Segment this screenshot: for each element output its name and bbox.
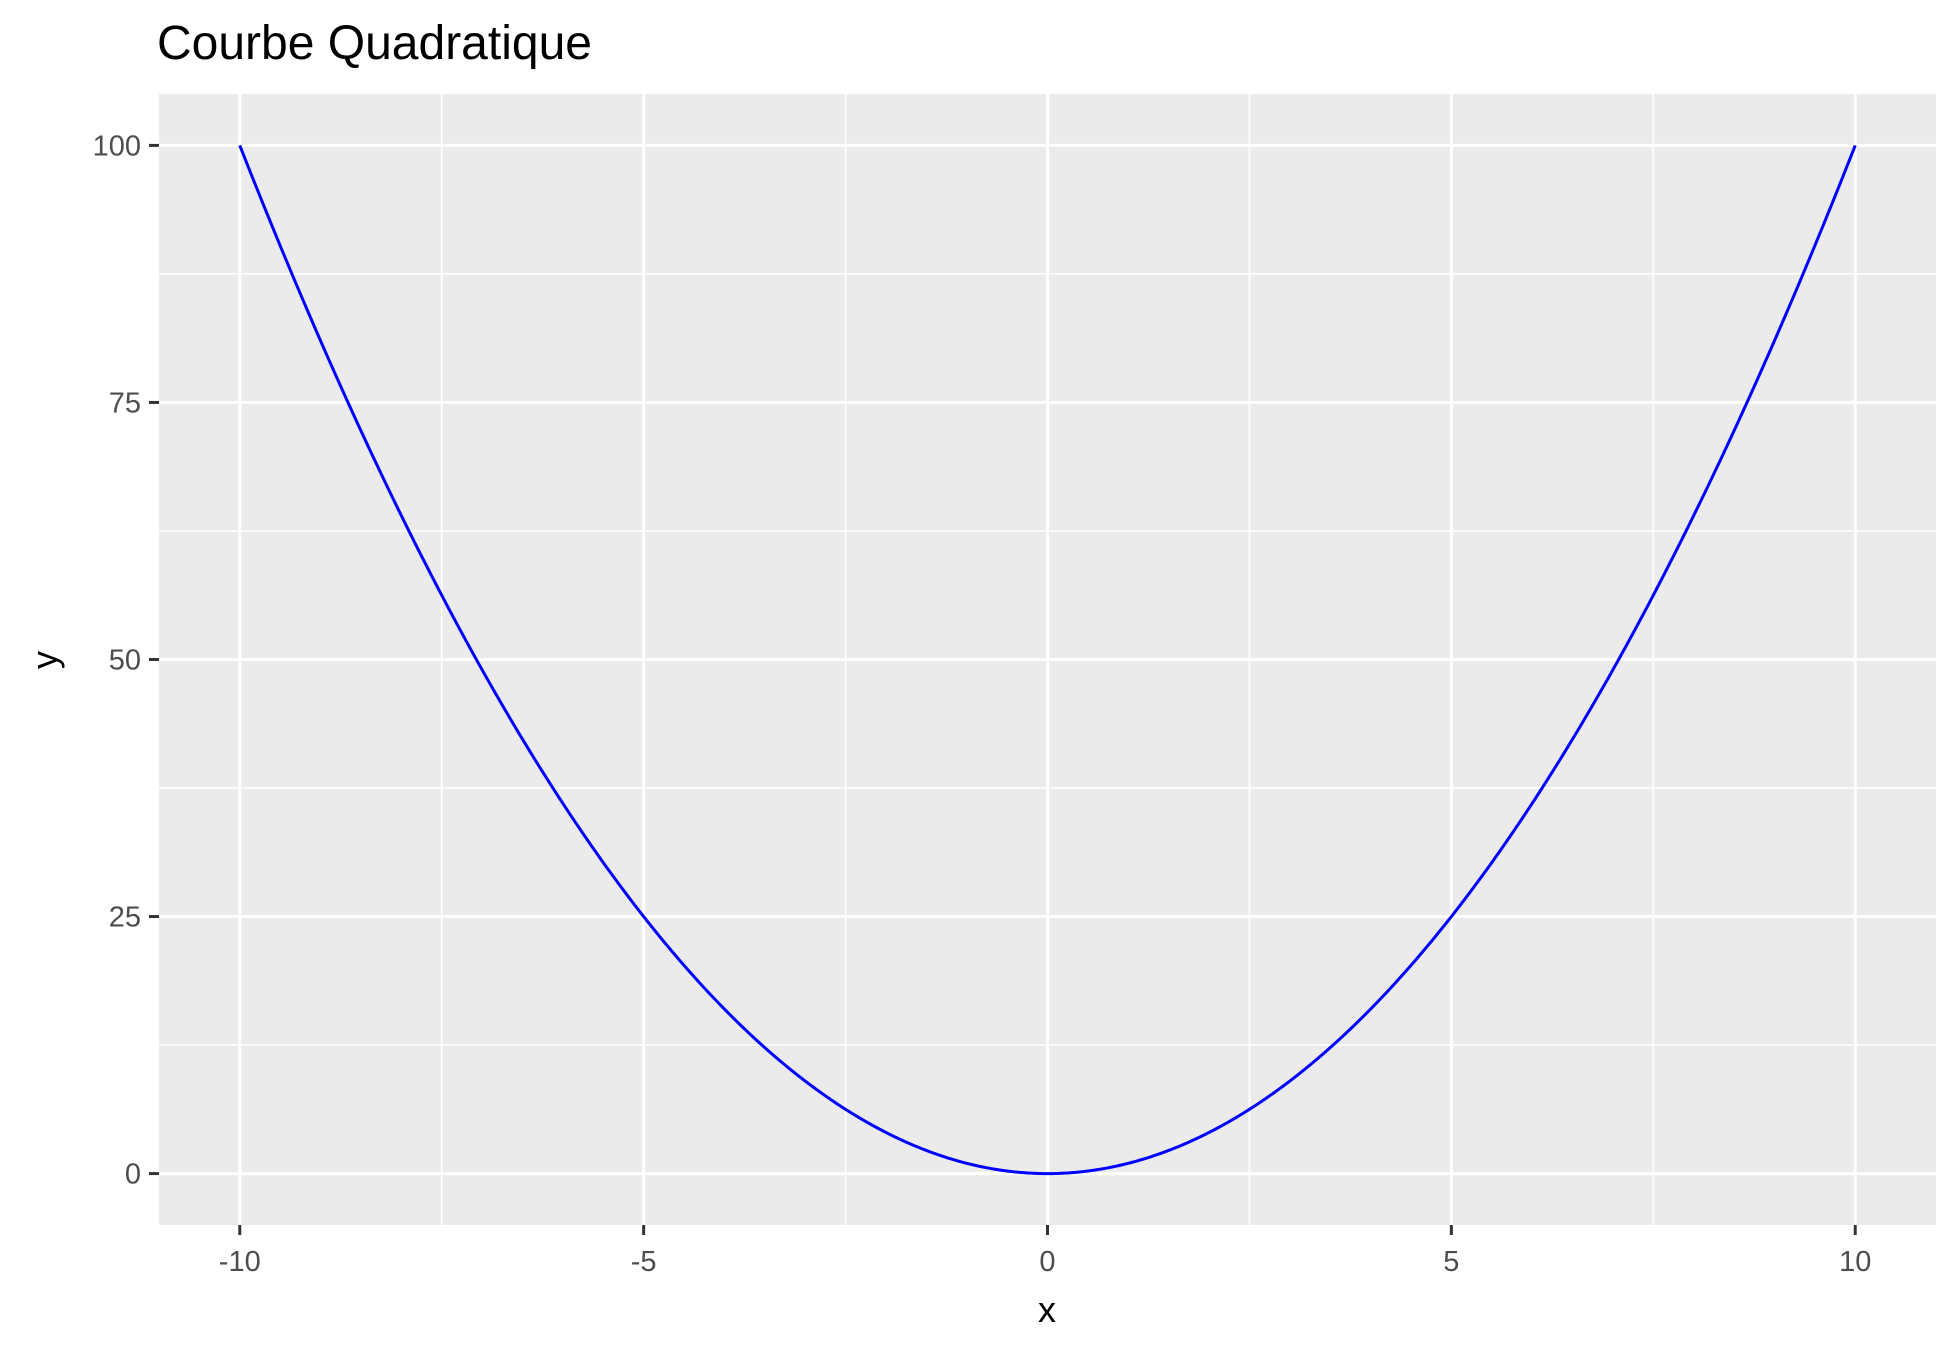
y-axis-title: y (24, 651, 65, 669)
chart-title: Courbe Quadratique (157, 17, 592, 70)
x-tick-label: 10 (1839, 1246, 1871, 1278)
y-tick-label: 25 (109, 902, 141, 934)
x-tick-label: 5 (1443, 1246, 1459, 1278)
x-tick-label: 0 (1039, 1246, 1055, 1278)
y-tick-label: 50 (109, 645, 141, 677)
y-tick-label: 100 (93, 130, 141, 162)
series-line (238, 144, 1857, 1176)
x-axis-title: x (1038, 1289, 1056, 1330)
y-tick-label: 0 (125, 1159, 141, 1191)
y-tick-label: 75 (109, 387, 141, 419)
x-tick-label: -10 (219, 1246, 261, 1278)
x-tick-label: -5 (631, 1246, 657, 1278)
series-layer (238, 144, 1857, 1176)
